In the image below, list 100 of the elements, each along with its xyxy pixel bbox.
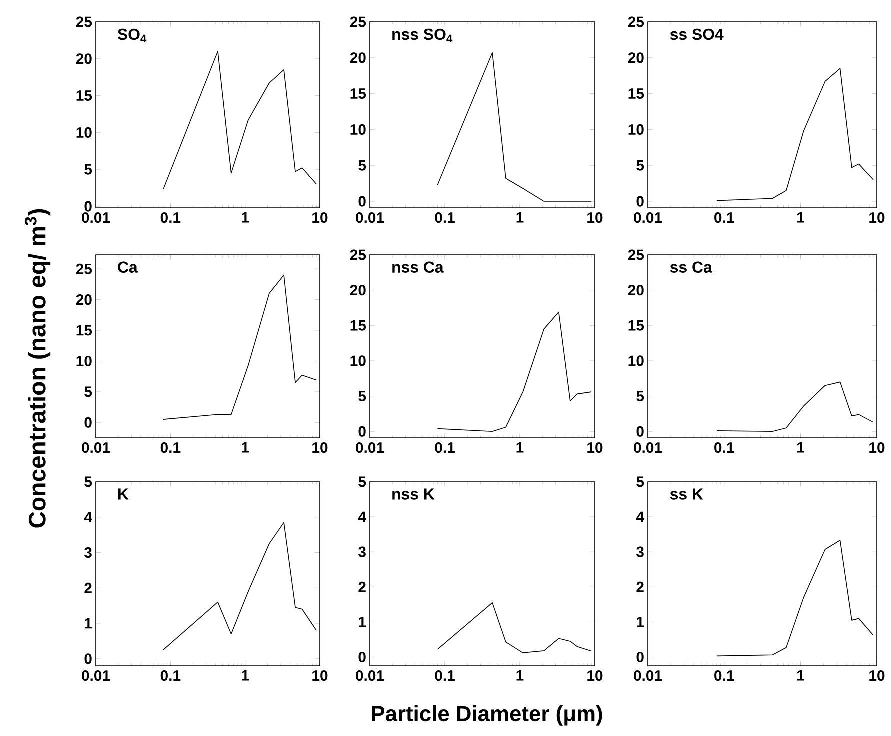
x-tick-label: 0.01 [634,212,662,224]
y-tick-label: 25 [76,264,92,274]
y-tick-label: 15 [76,325,92,336]
y-tick-label: 25 [628,250,644,260]
y-tick-label: 2 [84,582,92,594]
y-axis-title: Concentration (nano eq/ m$^{3}$) [24,209,51,528]
x-tick-label: 10 [870,442,885,454]
x-tick-label: 10 [588,212,603,224]
y-tick-label: 20 [350,52,366,64]
y-tick-label: 0 [358,652,366,663]
x-tick-label: 10 [588,670,603,682]
y-tick-label: 0 [636,196,644,207]
y-tick-label: 0 [84,654,92,664]
y-tick-label: 20 [76,294,92,306]
chart-title: Ca [118,262,138,273]
x-tick-label: 10 [312,670,328,682]
x-tick-label: 1 [242,670,250,681]
y-tick-label: 10 [628,356,644,366]
y-tick-label: 5 [358,391,366,402]
y-tick-label: 5 [636,160,644,171]
y-tick-label: 25 [350,16,366,28]
x-tick-label: 0.01 [356,212,384,224]
x-tick-label: 0.1 [714,442,734,454]
chart-title: ss K [670,488,704,500]
y-tick-label: 4 [636,512,644,522]
x-tick-label: 1 [516,670,524,681]
chart-title: K [118,488,129,500]
y-tick-label: 20 [350,285,366,296]
y-tick-label: 0 [358,196,366,207]
y-tick-label: 0 [636,426,644,437]
y-tick-label: 5 [636,476,644,488]
y-tick-label: 10 [350,356,366,366]
y-tick-label: 15 [76,90,92,102]
x-tick-label: 0.1 [435,212,455,224]
y-tick-label: 15 [628,320,644,331]
y-tick-label: 25 [350,250,366,260]
y-tick-label: 25 [76,16,92,28]
y-tick-label: 20 [628,285,644,296]
y-tick-label: 5 [84,386,92,398]
y-tick-label: 1 [85,618,92,629]
x-tick-label: 10 [312,212,328,224]
x-tick-label: 10 [870,212,885,224]
y-tick-label: 25 [628,16,644,28]
chart-title: SO$_{4}$ [118,28,147,43]
x-tick-label: 0.1 [435,670,455,682]
y-tick-label: 2 [636,582,644,592]
x-tick-label: 10 [588,442,603,454]
x-tick-label: 0.01 [634,442,662,454]
x-tick-label: 10 [870,670,885,682]
chart-title: ss Ca [670,262,712,273]
y-tick-label: 5 [84,476,92,488]
y-tick-label: 0 [84,201,92,212]
x-tick-label: 0.01 [82,442,110,454]
y-tick-label: 5 [358,160,366,171]
x-tick-label: 1 [242,442,250,453]
y-tick-label: 1 [637,617,644,628]
y-tick-label: 0 [636,652,644,663]
y-tick-label: 5 [358,476,366,488]
x-tick-label: 0.1 [714,670,734,682]
y-tick-label: 20 [628,52,644,64]
x-tick-label: 0.1 [160,212,181,224]
y-tick-label: 15 [350,320,366,331]
x-tick-label: 0.1 [714,212,734,224]
y-tick-label: 1 [359,617,366,628]
x-tick-label: 0.01 [356,670,384,682]
y-tick-label: 5 [84,164,92,175]
x-tick-label: 0.01 [634,670,662,682]
y-tick-label: 10 [76,127,92,138]
x-tick-label: 10 [312,442,328,454]
x-tick-label: 0.1 [160,442,181,454]
x-tick-label: 0.1 [435,442,455,454]
y-tick-label: 4 [358,512,366,522]
chart-title: nss Ca [392,262,444,273]
y-tick-label: 15 [628,88,644,100]
x-tick-label: 0.01 [356,442,384,454]
y-tick-label: 10 [628,124,644,135]
chart-title: nss SO$_{4}$ [392,28,453,43]
y-tick-label: 3 [636,546,644,558]
chart-title: nss K [392,488,435,500]
y-tick-label: 3 [358,546,366,558]
chart-title: ss SO4 [670,28,724,40]
x-tick-label: 1 [516,212,524,223]
x-tick-label: 1 [242,212,250,223]
y-tick-label: 10 [350,124,366,135]
y-tick-label: 2 [358,582,366,592]
x-tick-label: 1 [797,442,804,453]
y-tick-label: 0 [84,417,92,428]
x-axis-title: Particle Diameter (μm) [372,705,602,726]
y-tick-label: 5 [636,391,644,402]
x-tick-label: 0.1 [160,670,181,682]
x-tick-label: 0.01 [82,670,110,682]
y-tick-label: 15 [350,88,366,100]
y-tick-label: 20 [76,54,92,64]
x-tick-label: 1 [516,442,524,453]
x-tick-label: 1 [797,670,804,681]
x-tick-label: 0.01 [82,212,110,224]
y-tick-label: 4 [84,512,92,523]
y-tick-label: 0 [358,426,366,437]
y-tick-label: 10 [76,356,92,367]
y-tick-label: 3 [84,547,92,558]
